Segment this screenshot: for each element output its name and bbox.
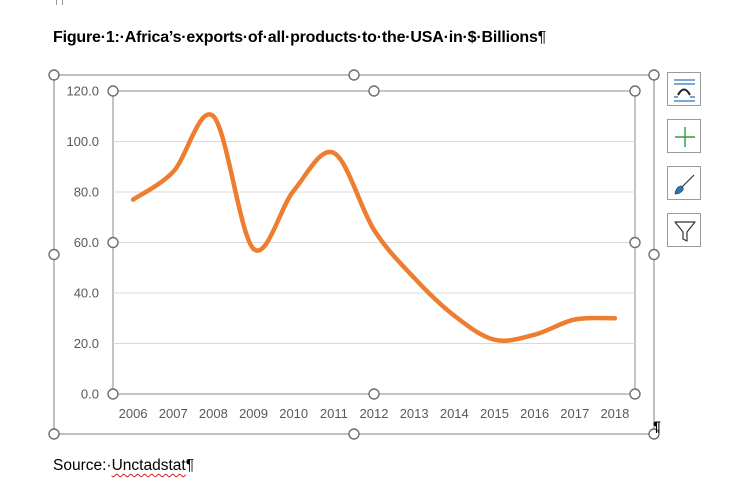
chart-resize-handle[interactable] bbox=[48, 248, 60, 261]
pilcrow-mark: ¶ bbox=[537, 29, 547, 46]
plot-area-resize-handle[interactable] bbox=[629, 85, 641, 97]
x-tick-label: 2009 bbox=[239, 406, 268, 421]
gridlines bbox=[113, 141, 635, 344]
y-tick-label: 20.0 bbox=[74, 336, 99, 351]
x-tick-label: 2012 bbox=[360, 406, 389, 421]
y-tick-label: 60.0 bbox=[74, 235, 99, 250]
figure-caption-text: Figure·1:·Africa’s·exports·of·all·produc… bbox=[53, 29, 538, 46]
chart-resize-handle[interactable] bbox=[648, 248, 660, 261]
chart-resize-handle[interactable] bbox=[48, 69, 60, 81]
x-tick-label: 2014 bbox=[440, 406, 469, 421]
source-label: Source:· bbox=[53, 457, 112, 474]
x-tick-label: 2007 bbox=[159, 406, 188, 421]
chart-resize-handle[interactable] bbox=[648, 69, 660, 81]
y-tick-label: 120.0 bbox=[66, 84, 99, 99]
y-tick-label: 0.0 bbox=[81, 387, 99, 402]
x-tick-label: 2010 bbox=[279, 406, 308, 421]
x-tick-label: 2008 bbox=[199, 406, 228, 421]
series-line[interactable] bbox=[130, 112, 618, 343]
x-tick-label: 2018 bbox=[600, 406, 629, 421]
x-tick-label: 2011 bbox=[320, 406, 348, 421]
chart-elements-button[interactable] bbox=[667, 119, 701, 153]
plot-area-resize-handle[interactable] bbox=[629, 388, 641, 400]
x-tick-label: 2016 bbox=[520, 406, 549, 421]
source-name: Unctadstat bbox=[111, 457, 186, 474]
plot-area-resize-handle[interactable] bbox=[107, 388, 119, 400]
selection-handles[interactable] bbox=[48, 69, 660, 440]
plot-area-resize-handle[interactable] bbox=[368, 388, 380, 400]
x-tick-label: 2015 bbox=[480, 406, 509, 421]
plot-area-resize-handle[interactable] bbox=[368, 85, 380, 97]
plot-area-resize-handle[interactable] bbox=[107, 85, 119, 97]
chart-filters-funnel-icon bbox=[674, 221, 696, 242]
y-tick-label: 100.0 bbox=[66, 134, 99, 149]
y-axis-tick-labels: 0.0 20.0 40.0 60.0 80.0 100.0 120.0 bbox=[66, 84, 99, 402]
chart-resize-handle[interactable] bbox=[648, 428, 660, 440]
paragraph-mark-top bbox=[56, 0, 63, 5]
chart-resize-handle[interactable] bbox=[348, 69, 360, 81]
figure-caption: Figure·1:·Africa’s·exports·of·all·produc… bbox=[53, 29, 546, 47]
chart-styles-brush-icon bbox=[674, 174, 695, 195]
y-tick-label: 40.0 bbox=[74, 286, 99, 301]
chart-resize-handle[interactable] bbox=[348, 428, 360, 440]
y-tick-label: 80.0 bbox=[74, 185, 99, 200]
chart-filters-button[interactable] bbox=[667, 213, 701, 247]
x-tick-label: 2006 bbox=[119, 406, 148, 421]
chart-elements-plus-icon bbox=[675, 127, 695, 147]
x-tick-label: 2013 bbox=[400, 406, 429, 421]
layout-options-icon bbox=[674, 79, 695, 102]
x-axis-tick-labels: 2006 2007 2008 2009 2010 2011 2012 2013 2014 2015… bbox=[119, 406, 630, 421]
pilcrow-mark: ¶ bbox=[185, 457, 195, 474]
chart-area-frame[interactable] bbox=[53, 74, 655, 435]
pilcrow-mark: ¶ bbox=[653, 418, 661, 434]
source-line: Source:·Unctadstat¶ bbox=[53, 457, 194, 475]
plot-area-resize-handle[interactable] bbox=[107, 236, 119, 249]
layout-options-button[interactable] bbox=[667, 72, 701, 106]
chart-styles-button[interactable] bbox=[667, 166, 701, 200]
plot-area-resize-handle[interactable] bbox=[629, 236, 641, 249]
chart-resize-handle[interactable] bbox=[48, 428, 60, 440]
x-tick-label: 2017 bbox=[560, 406, 589, 421]
